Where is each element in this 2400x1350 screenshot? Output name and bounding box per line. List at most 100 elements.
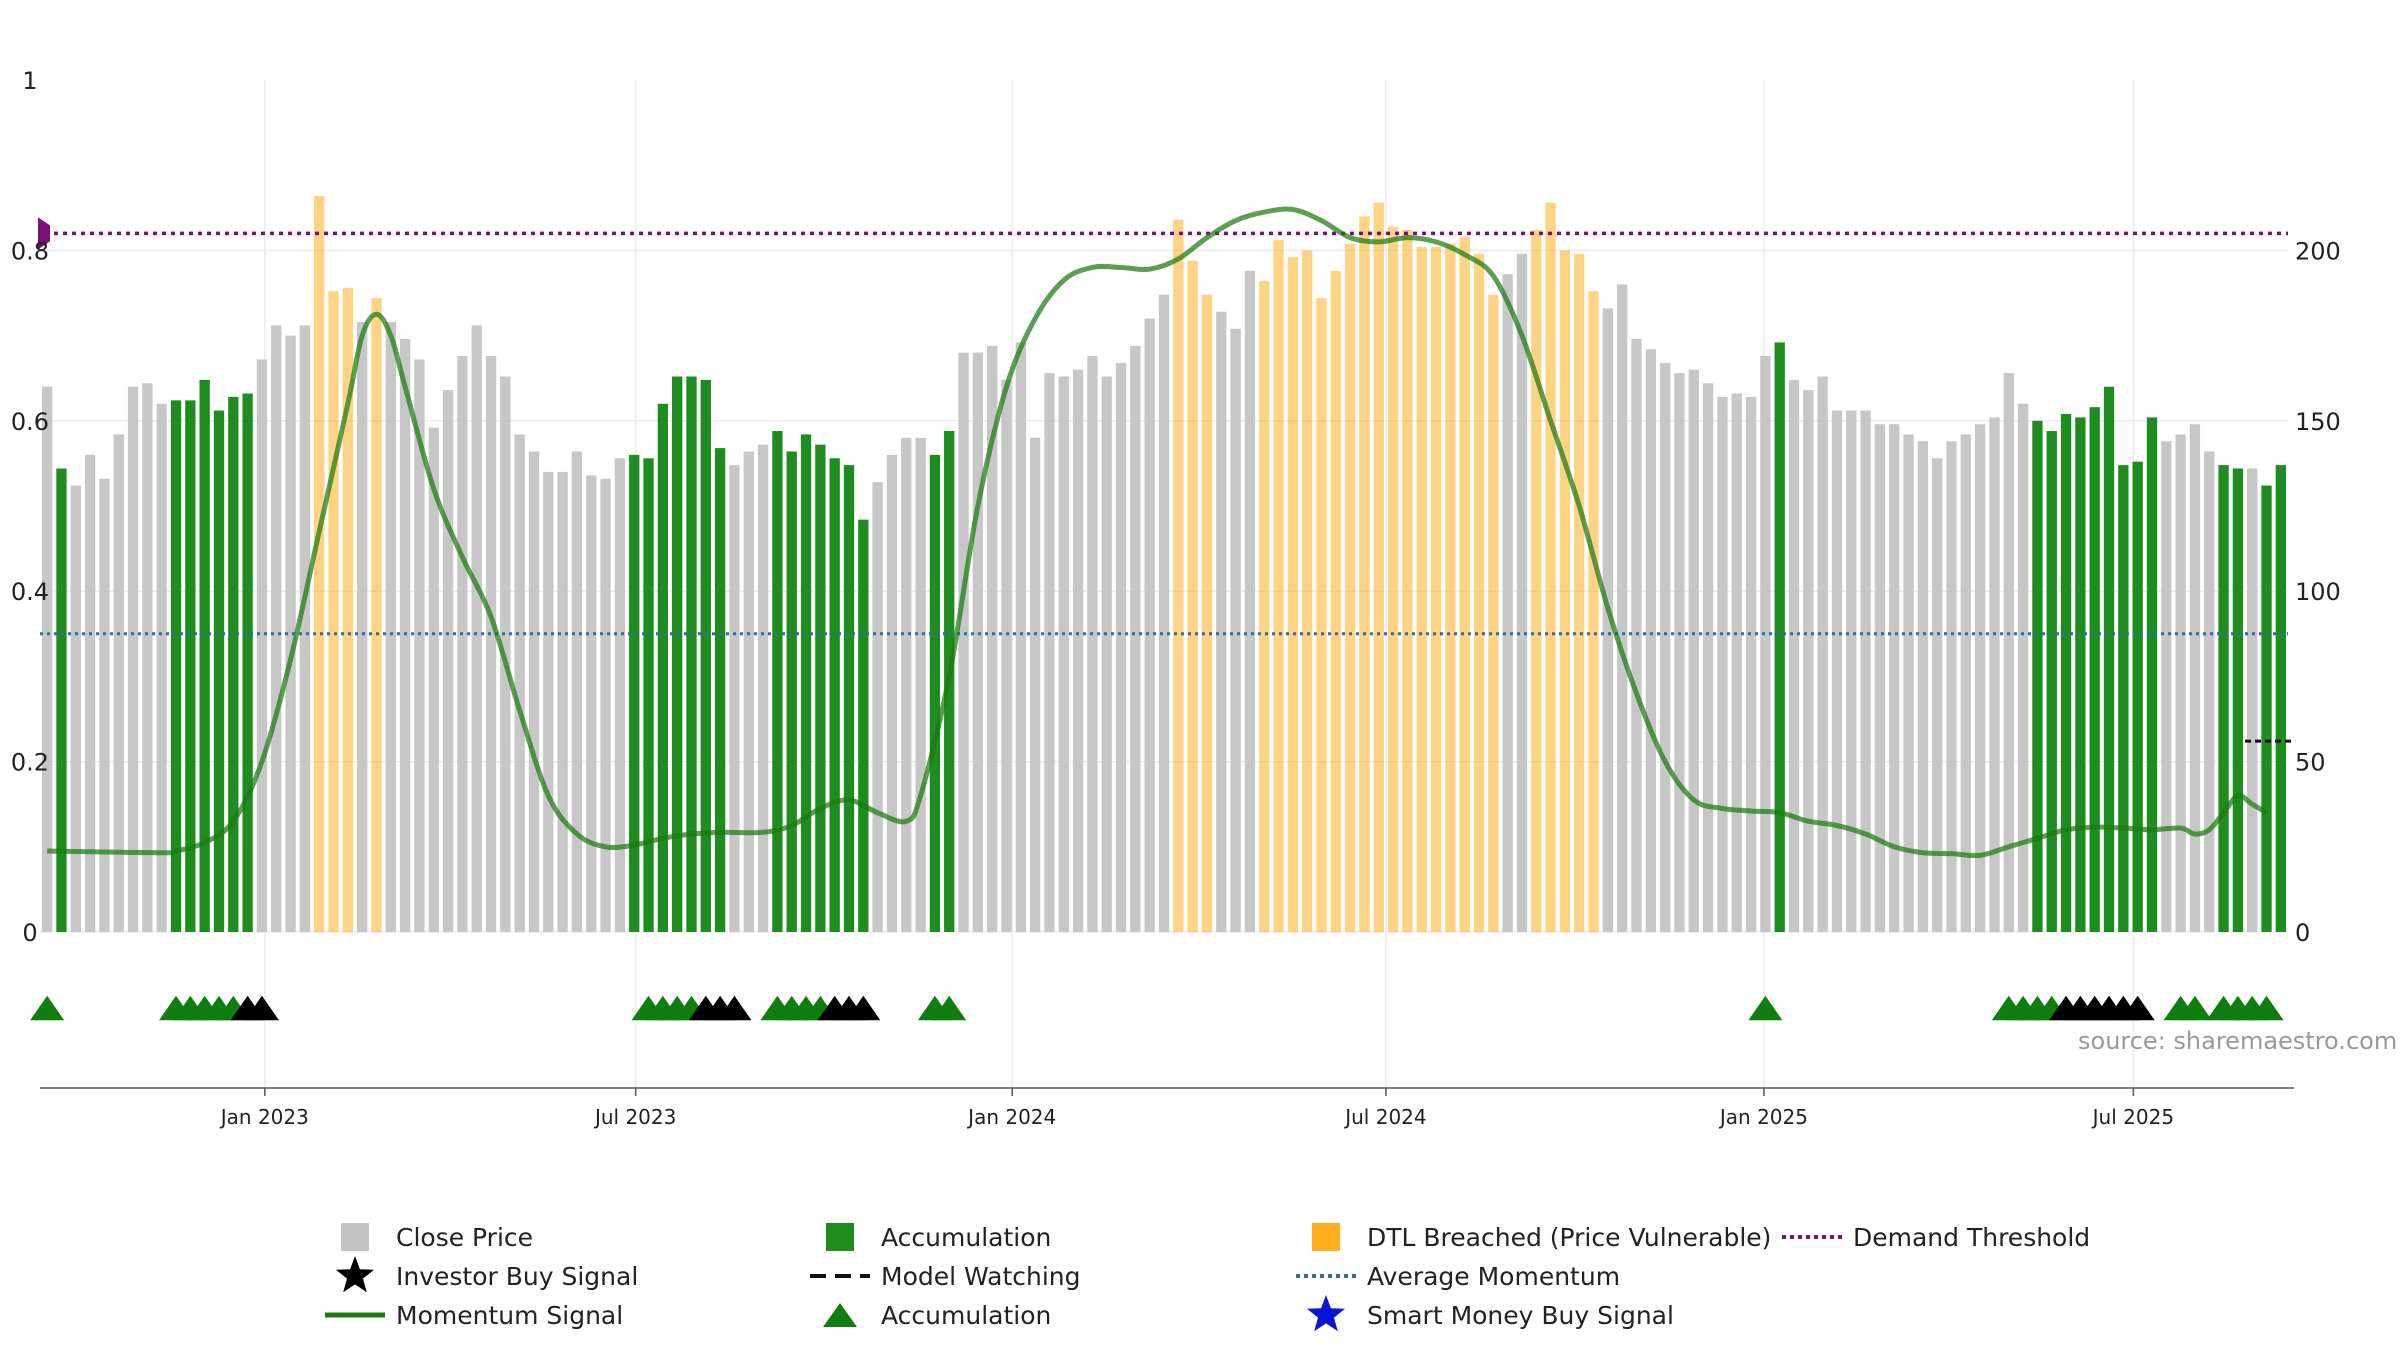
close-price-bar bbox=[958, 352, 969, 932]
dtl-breached-bar bbox=[1201, 294, 1213, 933]
accumulation-bar bbox=[170, 400, 182, 932]
close-price-bar bbox=[1960, 434, 1971, 932]
legend-investor-buy-signal-star bbox=[336, 1256, 374, 1293]
close-price-bar bbox=[1788, 379, 1800, 932]
signal-markers bbox=[30, 995, 2284, 1021]
close-price-bar bbox=[1617, 284, 1628, 933]
demand-threshold-marker bbox=[38, 217, 50, 250]
close-price-bar bbox=[2003, 373, 2014, 932]
close-price-bar bbox=[84, 454, 96, 932]
close-price-bar bbox=[127, 386, 139, 933]
close-price-bar bbox=[1760, 356, 1771, 933]
accumulation-bar bbox=[643, 458, 654, 932]
legend-dtl-breached-price-vulnerable-label: DTL Breached (Price Vulnerable) bbox=[1367, 1223, 1771, 1252]
close-price-bar bbox=[1645, 349, 1656, 932]
accumulation-bar bbox=[929, 454, 941, 932]
right-tick-label: 100 bbox=[2295, 578, 2341, 606]
legend-close-price-label: Close Price bbox=[396, 1223, 533, 1252]
dtl-breached-bar bbox=[1559, 250, 1571, 932]
close-price-bar bbox=[99, 478, 110, 932]
close-price-bar bbox=[1502, 274, 1513, 933]
accumulation-marker bbox=[1748, 995, 1783, 1021]
reference-lines bbox=[38, 217, 2296, 743]
close-price-bar bbox=[256, 359, 268, 932]
close-price-bar bbox=[1158, 294, 1170, 933]
close-price-bar bbox=[271, 325, 282, 933]
close-price-bar bbox=[1216, 311, 1227, 932]
right-tick-label: 0 bbox=[2295, 919, 2310, 947]
close-price-bar bbox=[42, 386, 53, 933]
close-price-bar bbox=[1659, 362, 1671, 932]
close-price-bar bbox=[1860, 410, 1871, 932]
close-price-bar bbox=[757, 444, 769, 932]
left-tick-label: 0.8 bbox=[11, 237, 49, 265]
x-tick-label: Jan 2024 bbox=[966, 1105, 1056, 1129]
close-price-bar bbox=[1001, 379, 1012, 932]
close-price-bar bbox=[1688, 369, 1699, 932]
dtl-breached-bar bbox=[1359, 216, 1370, 932]
accumulation-bar bbox=[657, 403, 669, 932]
close-price-bar bbox=[743, 451, 754, 932]
dtl-breached-bar bbox=[1430, 246, 1442, 932]
close-price-bar bbox=[1946, 441, 1957, 932]
dtl-breached-bar bbox=[1373, 202, 1384, 933]
close-price-bar bbox=[1631, 339, 1642, 932]
right-tick-label: 200 bbox=[2295, 237, 2341, 265]
investor-buy-marker bbox=[846, 995, 881, 1021]
accumulation-bar bbox=[829, 458, 840, 932]
close-price-bar bbox=[1874, 424, 1886, 932]
close-price-bar bbox=[1602, 308, 1614, 932]
accumulation-bar bbox=[2103, 386, 2115, 933]
accumulation-bar bbox=[629, 454, 640, 932]
close-price-bar bbox=[1230, 328, 1241, 932]
accumulation-bar bbox=[2132, 461, 2143, 932]
close-price-bar bbox=[428, 427, 439, 932]
close-price-bar bbox=[399, 339, 411, 932]
accumulation-bar bbox=[786, 451, 797, 932]
dtl-breached-bar bbox=[1545, 202, 1556, 933]
legend-average-momentum-label: Average Momentum bbox=[1367, 1262, 1620, 1291]
accumulation-bar bbox=[2046, 431, 2057, 932]
accumulation-bar bbox=[242, 393, 253, 932]
legend-close-price-swatch bbox=[341, 1223, 369, 1251]
right-tick-label: 150 bbox=[2295, 408, 2341, 436]
close-price-bar bbox=[1831, 410, 1843, 932]
accumulation-bar bbox=[2261, 485, 2272, 932]
close-price-bar bbox=[1803, 390, 1814, 932]
dtl-breached-bar bbox=[1574, 253, 1585, 933]
close-price-bar bbox=[514, 434, 525, 932]
close-price-bar bbox=[600, 478, 611, 932]
x-tick-label: Jan 2023 bbox=[219, 1105, 309, 1129]
source-label: source: sharemaestro.com bbox=[2078, 1027, 2397, 1055]
accumulation-bar bbox=[700, 379, 711, 932]
left-tick-label: 0 bbox=[22, 919, 37, 947]
legend-accumulation-label: Accumulation bbox=[881, 1301, 1051, 1330]
close-price-bar bbox=[2247, 468, 2258, 932]
investor-buy-marker bbox=[2120, 995, 2155, 1021]
close-price-bar bbox=[385, 321, 396, 932]
legend-momentum-signal-label: Momentum Signal bbox=[396, 1301, 623, 1330]
close-price-bar bbox=[586, 475, 597, 932]
legend-accumulation-swatch bbox=[826, 1223, 854, 1251]
close-price-bar bbox=[1115, 362, 1127, 932]
accumulation-bar bbox=[2032, 420, 2043, 932]
accumulation-bar bbox=[228, 396, 239, 933]
close-price-bar bbox=[528, 451, 540, 932]
close-price-bar bbox=[2161, 441, 2172, 932]
investor-buy-marker bbox=[717, 995, 752, 1021]
accumulation-bar bbox=[2060, 413, 2072, 932]
accumulation-marker bbox=[2249, 995, 2284, 1021]
accumulation-bar bbox=[185, 400, 196, 932]
close-price-bar bbox=[285, 335, 296, 933]
close-price-bar bbox=[1130, 345, 1141, 933]
accumulation-bar bbox=[199, 379, 210, 932]
dtl-breached-bar bbox=[1402, 229, 1413, 932]
price-bars bbox=[42, 195, 2286, 933]
left-tick-label: 0.4 bbox=[11, 578, 49, 606]
close-price-bar bbox=[1058, 376, 1069, 933]
accumulation-bar bbox=[858, 519, 869, 932]
accumulation-marker bbox=[932, 995, 967, 1021]
dtl-breached-bar bbox=[1488, 294, 1499, 933]
close-price-bar bbox=[299, 325, 311, 933]
close-price-bar bbox=[872, 482, 883, 932]
